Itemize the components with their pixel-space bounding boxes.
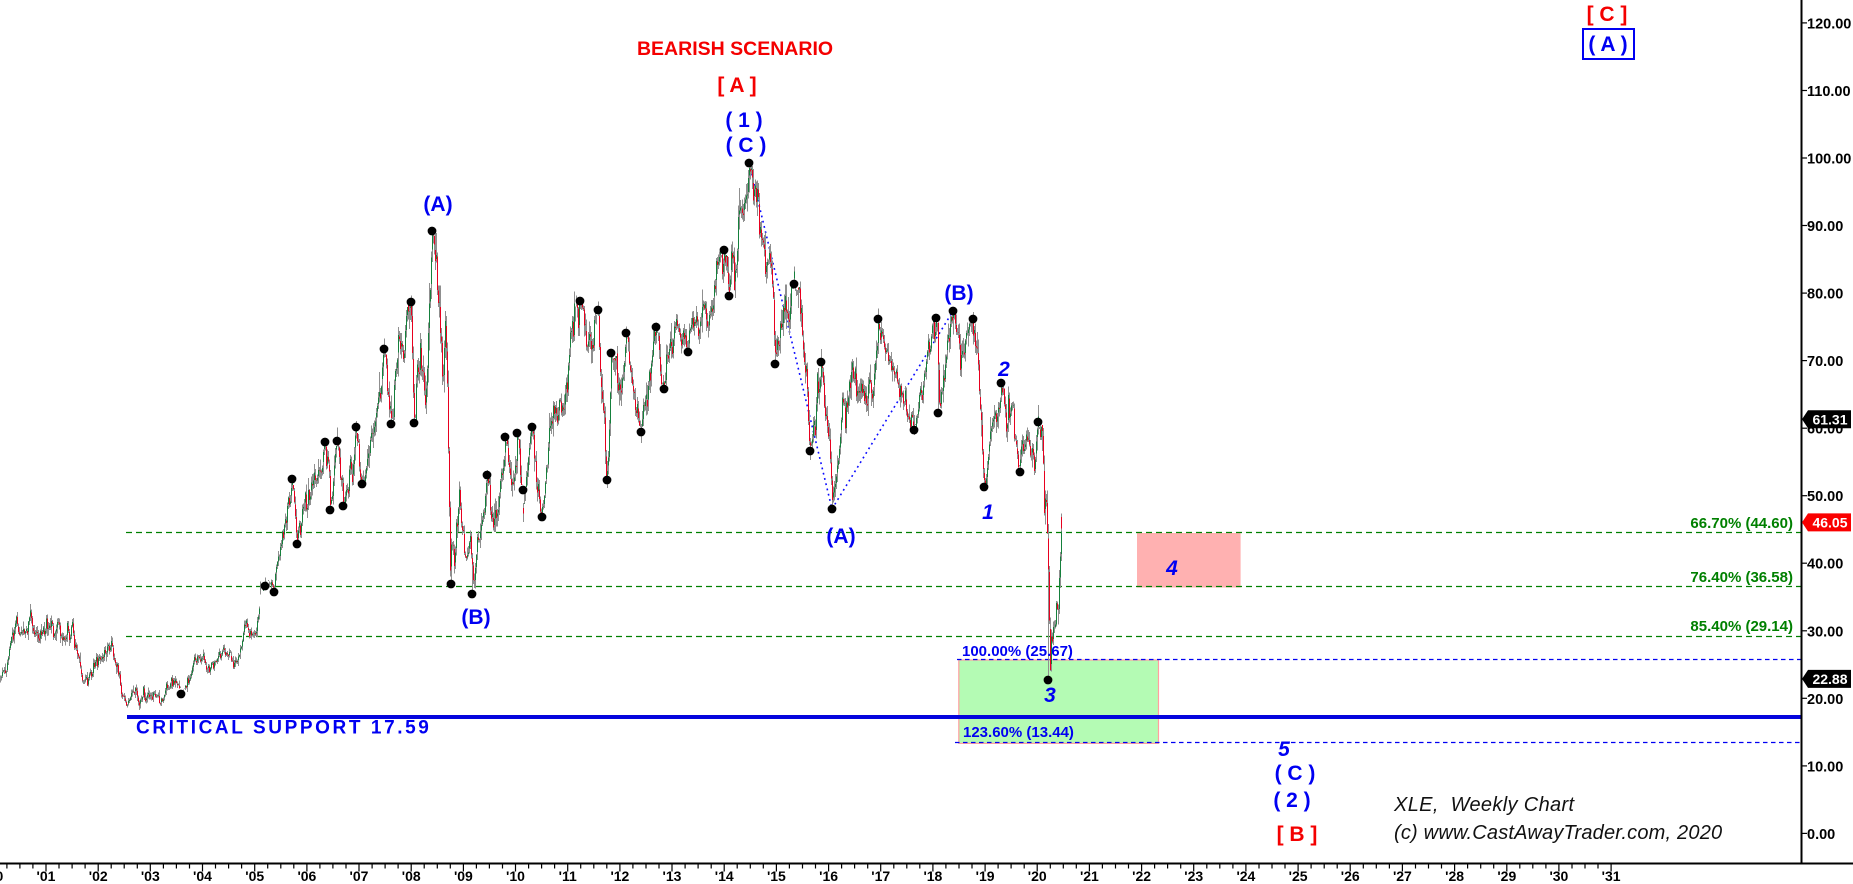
svg-text:'15: '15 bbox=[767, 868, 786, 884]
svg-text:30.00: 30.00 bbox=[1807, 624, 1843, 640]
svg-text:[ B ]: [ B ] bbox=[1277, 823, 1318, 846]
svg-text:85.40% (29.14): 85.40% (29.14) bbox=[1690, 618, 1793, 635]
svg-text:4: 4 bbox=[1165, 557, 1178, 580]
svg-text:[ C ]: [ C ] bbox=[1587, 3, 1628, 26]
svg-text:'07: '07 bbox=[350, 868, 369, 884]
svg-text:10.00: 10.00 bbox=[1807, 759, 1843, 775]
svg-text:'08: '08 bbox=[402, 868, 421, 884]
svg-text:'28: '28 bbox=[1445, 868, 1464, 884]
svg-text:'12: '12 bbox=[610, 868, 629, 884]
svg-text:80.00: 80.00 bbox=[1807, 287, 1843, 303]
svg-text:'19: '19 bbox=[976, 868, 995, 884]
svg-text:70.00: 70.00 bbox=[1807, 354, 1843, 370]
svg-text:61.31: 61.31 bbox=[1812, 411, 1847, 427]
svg-text:XLE, Weekly Chart: XLE, Weekly Chart bbox=[1393, 794, 1576, 816]
svg-text:'10: '10 bbox=[506, 868, 525, 884]
svg-text:20.00: 20.00 bbox=[1807, 692, 1843, 708]
svg-text:120.00: 120.00 bbox=[1807, 16, 1851, 32]
svg-text:1: 1 bbox=[982, 501, 994, 524]
svg-text:(B): (B) bbox=[461, 606, 490, 629]
svg-text:'05: '05 bbox=[245, 868, 264, 884]
svg-text:'09: '09 bbox=[454, 868, 473, 884]
svg-text:CRITICAL SUPPORT 17.59: CRITICAL SUPPORT 17.59 bbox=[136, 718, 431, 739]
svg-text:50.00: 50.00 bbox=[1807, 489, 1843, 505]
svg-text:'00: '00 bbox=[0, 868, 3, 884]
svg-text:'16: '16 bbox=[819, 868, 838, 884]
svg-text:'13: '13 bbox=[663, 868, 682, 884]
svg-text:5: 5 bbox=[1278, 738, 1290, 761]
svg-text:22.88: 22.88 bbox=[1812, 671, 1847, 687]
svg-text:'26: '26 bbox=[1341, 868, 1360, 884]
svg-text:'22: '22 bbox=[1132, 868, 1151, 884]
svg-text:110.00: 110.00 bbox=[1807, 84, 1851, 100]
svg-text:'23: '23 bbox=[1184, 868, 1203, 884]
svg-text:(B): (B) bbox=[944, 282, 973, 305]
svg-text:'27: '27 bbox=[1393, 868, 1412, 884]
svg-text:76.40% (36.58): 76.40% (36.58) bbox=[1690, 569, 1793, 586]
svg-text:'24: '24 bbox=[1236, 868, 1255, 884]
svg-text:'30: '30 bbox=[1549, 868, 1568, 884]
svg-text:[ A ]: [ A ] bbox=[717, 74, 756, 97]
svg-text:100.00% (25.67): 100.00% (25.67) bbox=[962, 643, 1073, 660]
svg-text:'29: '29 bbox=[1497, 868, 1516, 884]
svg-text:'20: '20 bbox=[1028, 868, 1047, 884]
svg-text:( A ): ( A ) bbox=[1588, 33, 1627, 56]
svg-text:0.00: 0.00 bbox=[1807, 827, 1835, 843]
svg-text:'04: '04 bbox=[193, 868, 212, 884]
svg-text:'01: '01 bbox=[37, 868, 56, 884]
svg-text:(A): (A) bbox=[826, 525, 855, 548]
svg-text:( 2 ): ( 2 ) bbox=[1273, 789, 1310, 812]
svg-text:90.00: 90.00 bbox=[1807, 219, 1843, 235]
svg-text:3: 3 bbox=[1044, 684, 1056, 707]
svg-text:(A): (A) bbox=[423, 193, 452, 216]
svg-text:46.05: 46.05 bbox=[1812, 514, 1847, 530]
svg-text:'18: '18 bbox=[923, 868, 942, 884]
svg-text:'02: '02 bbox=[89, 868, 108, 884]
svg-text:( C ): ( C ) bbox=[726, 134, 767, 157]
svg-text:'14: '14 bbox=[715, 868, 734, 884]
svg-text:BEARISH SCENARIO: BEARISH SCENARIO bbox=[637, 38, 833, 60]
svg-text:(c) www.CastAwayTrader.com, 20: (c) www.CastAwayTrader.com, 2020 bbox=[1394, 822, 1722, 844]
svg-text:'11: '11 bbox=[559, 868, 577, 884]
svg-text:66.70% (44.60): 66.70% (44.60) bbox=[1690, 515, 1793, 532]
svg-text:'17: '17 bbox=[871, 868, 890, 884]
svg-text:( C ): ( C ) bbox=[1275, 762, 1316, 785]
svg-text:123.60% (13.44): 123.60% (13.44) bbox=[963, 724, 1074, 741]
svg-text:( 1 ): ( 1 ) bbox=[725, 109, 762, 132]
svg-text:2: 2 bbox=[997, 358, 1010, 381]
svg-text:'06: '06 bbox=[297, 868, 316, 884]
svg-text:'31: '31 bbox=[1602, 868, 1621, 884]
svg-text:'21: '21 bbox=[1080, 868, 1099, 884]
svg-text:'03: '03 bbox=[141, 868, 160, 884]
svg-text:'25: '25 bbox=[1289, 868, 1308, 884]
svg-text:40.00: 40.00 bbox=[1807, 557, 1843, 573]
svg-text:100.00: 100.00 bbox=[1807, 152, 1851, 168]
